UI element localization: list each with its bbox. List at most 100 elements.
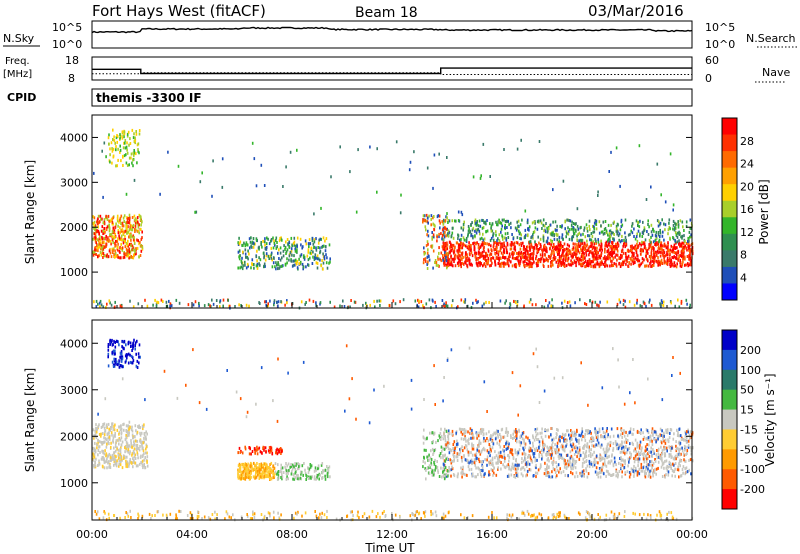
power-echo-cell — [343, 305, 346, 308]
power-echo-cell — [690, 258, 692, 262]
power-echo-cell — [126, 217, 129, 221]
velocity-echo-cell — [606, 445, 608, 449]
power-echo-cell — [612, 221, 615, 225]
velocity-echo-cell — [108, 435, 111, 439]
velocity-echo-cell — [103, 460, 106, 464]
power-echo-cell — [644, 264, 646, 268]
velocity-echo-cell — [569, 443, 572, 447]
power-echo-cell — [118, 236, 121, 240]
velocity-echo-cell — [467, 453, 470, 457]
power-echo-cell — [431, 235, 433, 239]
power-echo-cell — [589, 250, 592, 254]
power-echo-cell — [653, 254, 655, 258]
velocity-echo-cell — [599, 458, 602, 462]
power-echo-cell — [546, 226, 548, 230]
velocity-echo-cell — [117, 453, 120, 457]
power-echo-cell — [454, 264, 457, 268]
power-echo-cell — [315, 256, 318, 260]
velocity-echo-cell — [451, 432, 453, 436]
power-echo-cell — [542, 248, 545, 252]
power-echo-cell — [114, 141, 116, 145]
velocity-echo-cell — [144, 466, 147, 469]
velocity-echo-cell — [558, 438, 560, 442]
velocity-echo-cell — [259, 468, 261, 472]
power-echo-cell — [270, 256, 273, 260]
velocity-echo-cell — [507, 463, 510, 467]
power-echo-cell — [112, 249, 114, 253]
power-echo-cell — [432, 266, 434, 270]
power-echo-cell — [513, 251, 515, 255]
velocity-echo-cell — [253, 461, 255, 465]
velocity-echo-cell — [262, 471, 265, 475]
power-echo-cell — [511, 233, 513, 236]
power-echo-cell — [444, 242, 446, 246]
power-echo-cell — [600, 262, 602, 266]
power-echo-cell — [329, 260, 331, 264]
power-echo-cell — [647, 251, 649, 255]
power-echo-cell — [133, 214, 136, 218]
velocity-echo-cell — [118, 343, 120, 347]
power-echo-cell — [409, 160, 412, 164]
power-echo-cell — [613, 233, 615, 236]
power-echo-cell — [426, 251, 429, 255]
velocity-echo-cell — [680, 474, 683, 478]
power-echo-cell — [528, 245, 531, 249]
power-echo-cell — [238, 242, 241, 246]
power-echo-cell — [95, 236, 97, 240]
power-echo-cell — [669, 263, 671, 266]
power-echo-cell — [670, 249, 673, 253]
power-echo-cell — [481, 254, 483, 258]
power-echo-cell — [479, 224, 482, 228]
power-echo-cell — [110, 242, 112, 246]
power-echo-cell — [653, 251, 655, 254]
power-echo-cell — [128, 163, 130, 167]
power-echo-cell — [659, 260, 661, 264]
power-echo-cell — [427, 248, 429, 252]
power-echo-cell — [558, 257, 561, 261]
power-echo-cell — [270, 251, 273, 255]
power-echo-cell — [453, 257, 455, 261]
power-echo-cell — [652, 240, 655, 244]
power-echo-cell — [286, 261, 288, 265]
velocity-echo-cell — [123, 340, 126, 344]
power-echo-cell — [553, 237, 556, 241]
velocity-echo-cell — [667, 431, 669, 435]
velocity-echo-cell — [109, 428, 112, 432]
power-echo-cell — [459, 250, 461, 254]
power-echo-cell — [475, 261, 478, 265]
power-echo-cell — [125, 145, 128, 149]
power-echo-cell — [111, 161, 113, 165]
power-echo-cell — [263, 251, 265, 255]
power-echo-cell — [635, 251, 638, 254]
velocity-echo-cell — [307, 466, 309, 470]
power-colorbar-swatch-0 — [722, 118, 737, 136]
velocity-echo-cell — [545, 429, 548, 433]
power-echo-cell — [538, 140, 541, 143]
velocity-echo-cell — [244, 477, 247, 481]
power-echo-cell — [99, 243, 102, 247]
power-echo-cell — [444, 305, 446, 308]
power-echo-cell — [576, 243, 578, 247]
power-echo-cell — [498, 239, 501, 243]
velocity-echo-cell — [254, 468, 257, 472]
power-echo-cell — [400, 193, 402, 197]
power-echo-cell — [632, 258, 634, 262]
power-echo-cell — [278, 266, 281, 270]
power-echo-cell — [590, 232, 593, 235]
power-echo-cell — [680, 301, 683, 305]
power-echo-cell — [263, 256, 265, 260]
velocity-echo-cell — [551, 470, 553, 474]
power-echo-cell — [550, 233, 553, 237]
power-echo-cell — [432, 249, 435, 253]
power-echo-cell — [617, 223, 619, 227]
velocity-echo-cell — [243, 463, 245, 467]
power-echo-cell — [658, 240, 660, 244]
power-echo-cell — [606, 300, 609, 304]
power-echo-cell — [592, 260, 595, 264]
power-echo-cell — [496, 251, 498, 255]
power-echo-cell — [106, 253, 109, 257]
power-echo-cell — [659, 263, 661, 267]
velocity-echo-cell — [652, 474, 654, 478]
velocity-echo-cell — [321, 471, 324, 475]
power-echo-cell — [129, 250, 132, 254]
